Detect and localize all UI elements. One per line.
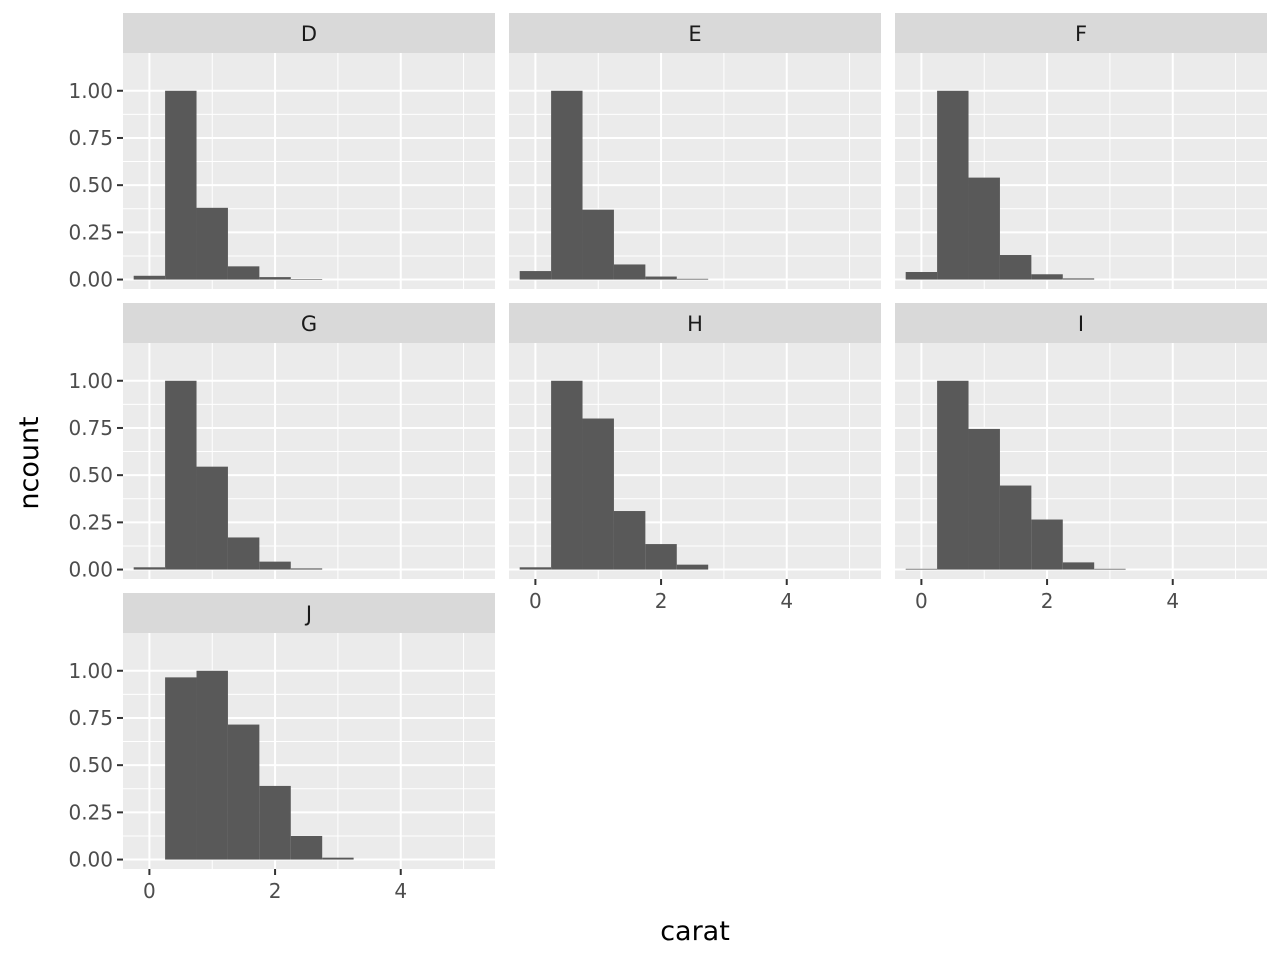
histogram-bar xyxy=(259,277,291,280)
facet-J: J 0.00 0.25 0.50 0.75 1.00 0 2 4 xyxy=(68,593,495,903)
facet-strip-label: H xyxy=(687,312,703,336)
y-tick-label: 0.50 xyxy=(68,463,113,487)
histogram-bar xyxy=(259,561,291,570)
y-tick-label: 0.25 xyxy=(68,800,113,824)
histogram-bar xyxy=(905,272,938,280)
facet-strip-label: E xyxy=(688,22,701,46)
histogram-bar xyxy=(165,380,197,570)
histogram-bar xyxy=(645,276,677,280)
histogram-bar xyxy=(133,567,166,570)
facet-strip-label: F xyxy=(1075,22,1087,46)
y-tick-label: 0.25 xyxy=(68,510,113,534)
facet-G: G 0.00 0.25 0.50 0.75 1.00 xyxy=(68,303,495,582)
histogram-bar xyxy=(290,835,323,860)
x-axis-title: carat xyxy=(660,916,730,947)
histogram-bar xyxy=(290,568,323,570)
facet-strip xyxy=(895,303,1267,343)
histogram-bar xyxy=(196,670,228,860)
histogram-bar xyxy=(1062,278,1095,280)
facet-strip xyxy=(509,303,881,343)
histogram-bar xyxy=(645,544,677,570)
histogram-bar xyxy=(1062,562,1095,570)
x-tick-label: 0 xyxy=(143,879,156,903)
y-tick-label: 0.75 xyxy=(68,416,113,440)
histogram-bar xyxy=(551,90,583,280)
histogram-bar xyxy=(999,255,1032,280)
histogram-bar xyxy=(968,428,1000,570)
histogram-bar xyxy=(227,537,260,570)
y-tick-label: 0.50 xyxy=(68,173,113,197)
histogram-bar xyxy=(937,90,969,280)
facet-F: F xyxy=(895,13,1267,289)
facet-E: E xyxy=(509,13,881,289)
facet-strip xyxy=(123,303,495,343)
histogram-bar xyxy=(227,266,260,280)
facet-panels: D 0.00 0.25 0.50 0.75 1.00 E F G 0.00 0.25 0.50 0.75… xyxy=(68,13,1267,903)
histogram-bar xyxy=(322,857,354,860)
histogram-bar xyxy=(582,209,614,280)
facet-I: I 0 2 4 xyxy=(895,303,1267,613)
y-tick-label: 1.00 xyxy=(68,369,113,393)
x-tick-label: 4 xyxy=(780,589,793,613)
histogram-bar xyxy=(1094,568,1126,570)
y-tick-label: 0.75 xyxy=(68,126,113,150)
histogram-bar xyxy=(551,380,583,570)
histogram-bar xyxy=(259,785,291,860)
histogram-bar xyxy=(165,677,197,860)
facet-strip xyxy=(895,13,1267,53)
histogram-bar xyxy=(676,278,709,280)
y-tick-label: 0.50 xyxy=(68,753,113,777)
facet-H: H 0 2 4 xyxy=(509,303,881,613)
facet-D: D 0.00 0.25 0.50 0.75 1.00 xyxy=(68,13,495,292)
facet-strip-label: D xyxy=(301,22,317,46)
x-tick-label: 0 xyxy=(529,589,542,613)
histogram-bar xyxy=(1031,519,1063,570)
facet-strip-label: I xyxy=(1078,312,1084,336)
histogram-bar xyxy=(613,511,646,570)
histogram-bar xyxy=(165,90,197,280)
histogram-bar xyxy=(519,567,552,570)
facet-strip xyxy=(509,13,881,53)
y-axis-title: ncount xyxy=(14,416,45,509)
y-tick-label: 1.00 xyxy=(68,659,113,683)
x-tick-label: 4 xyxy=(394,879,407,903)
histogram-bar xyxy=(519,271,552,280)
y-tick-label: 0.75 xyxy=(68,706,113,730)
facet-strip xyxy=(123,13,495,53)
histogram-bar xyxy=(676,564,709,570)
facet-strip-label: J xyxy=(304,602,312,626)
histogram-bar xyxy=(613,264,646,280)
histogram-bar xyxy=(905,568,938,570)
histogram-bar xyxy=(999,485,1032,570)
x-tick-label: 4 xyxy=(1166,589,1179,613)
x-tick-label: 2 xyxy=(655,589,668,613)
x-tick-label: 2 xyxy=(269,879,282,903)
y-tick-label: 0.00 xyxy=(68,558,113,582)
facet-strip-label: G xyxy=(301,312,317,336)
y-tick-label: 1.00 xyxy=(68,79,113,103)
x-tick-label: 2 xyxy=(1041,589,1054,613)
histogram-bar xyxy=(196,207,228,280)
histogram-bar xyxy=(196,466,228,570)
histogram-bar xyxy=(968,177,1000,280)
x-tick-label: 0 xyxy=(915,589,928,613)
histogram-bar xyxy=(1031,274,1063,280)
y-tick-label: 0.25 xyxy=(68,220,113,244)
histogram-bar xyxy=(290,278,323,280)
histogram-bar xyxy=(937,380,969,570)
y-tick-label: 0.00 xyxy=(68,268,113,292)
histogram-bar xyxy=(582,418,614,570)
histogram-bar xyxy=(133,275,166,280)
y-tick-label: 0.00 xyxy=(68,848,113,872)
facet-strip xyxy=(123,593,495,633)
histogram-bar xyxy=(227,724,260,860)
